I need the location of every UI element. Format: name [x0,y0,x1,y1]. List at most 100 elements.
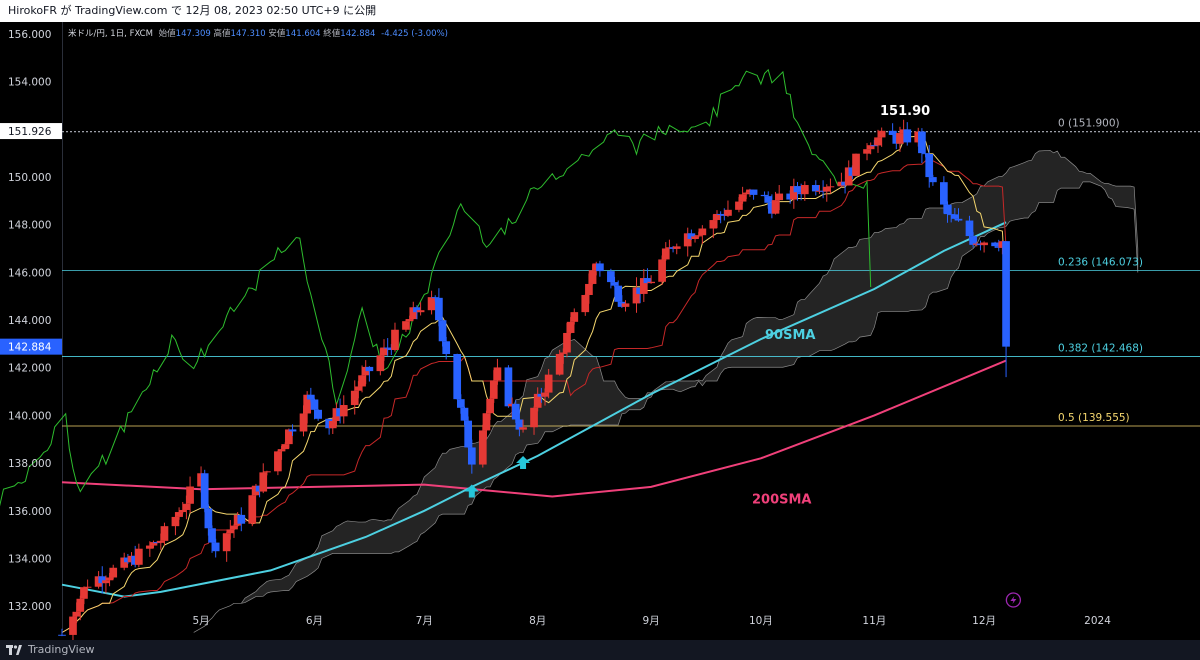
candle-body [544,374,553,393]
candle-body [822,186,831,192]
candle-body [735,201,743,210]
candle-body [350,390,359,406]
fib-level-label: 0.236 (146.073) [1058,257,1143,269]
candle-body [80,587,88,599]
candle-body [102,580,110,584]
candle-body [263,471,271,473]
candle-body [749,189,758,195]
candle-body [954,218,963,221]
y-tick-label: 154.000 [8,77,51,89]
chikou-line [0,68,872,507]
candle [135,543,143,568]
candle-body [259,472,268,492]
publish-info: HirokoFR が TradingView.com で 12月 08, 202… [0,0,1200,22]
candle-body [789,186,798,200]
candle [482,410,491,439]
candle-body [929,177,937,183]
candle [380,339,388,361]
candle [716,211,725,224]
candle-body [918,131,926,154]
candle [80,586,88,605]
x-tick-label: 9月 [643,615,660,627]
candle [486,396,494,420]
candle-body [211,542,220,552]
candle [811,180,820,196]
candle [98,566,107,594]
candle-body [277,449,286,452]
candle-body [661,248,670,260]
candle [230,524,238,538]
candle-body [120,557,129,568]
candle-body [585,283,593,295]
candle-body [896,133,904,144]
candle-body [303,394,312,414]
candle-body [314,409,322,419]
candle [442,336,451,360]
candle-body [724,209,732,216]
footer-bar: TradingView [0,640,1200,660]
candle [544,368,553,399]
chart-area[interactable] [0,22,1200,640]
candle-body [511,403,520,420]
candle [222,532,231,562]
candle-body [775,193,784,201]
candle-body [764,196,773,203]
candle-body [200,473,209,509]
candle [683,227,692,257]
candle-body [464,420,473,448]
candle-body [559,352,568,354]
candle-body [230,525,238,530]
candle [149,540,158,548]
kijun-line [61,160,1007,633]
candle [533,387,542,412]
candle [789,178,798,209]
candle [83,579,92,589]
candle [58,628,66,637]
candle-body [72,611,81,617]
y-tick-label: 146.000 [8,267,51,279]
candle [493,358,502,385]
candle [950,207,959,220]
candle-body [178,509,187,513]
candle [877,127,886,147]
candle-body [826,186,835,188]
candle-body [888,130,897,135]
candle [826,178,835,194]
candle [903,122,912,146]
lightning-icon [1005,592,1022,608]
candle [453,353,462,400]
candle [800,181,809,201]
x-tick-label: 2024 [1084,615,1111,627]
candle [698,225,707,244]
candle [929,174,937,186]
candle-body [709,220,718,229]
candle [237,507,246,532]
candle-body [800,185,809,195]
candle-body [570,312,579,322]
candle-body [467,447,476,465]
candle-body [760,194,769,197]
candle [427,290,436,315]
y-tick-label: 150.000 [8,172,51,184]
candle-body [222,533,231,552]
candle-body [98,576,107,584]
candle-body [863,149,871,154]
candle [530,406,538,435]
candle [519,419,527,433]
candle-body [771,200,780,214]
candle-body [493,367,502,381]
candle [570,308,579,325]
candle-body [83,586,92,588]
candles [58,119,1010,641]
candle-body [874,137,882,146]
candle-body [457,399,465,408]
y-tick-label: 156.000 [8,29,51,41]
tradingview-logo-icon [6,645,22,655]
candle-body [943,204,952,215]
candle [402,319,410,332]
candle [211,538,220,558]
y-tick-label: 136.000 [8,506,51,518]
candle-body [416,310,425,313]
candle-body [442,341,451,355]
